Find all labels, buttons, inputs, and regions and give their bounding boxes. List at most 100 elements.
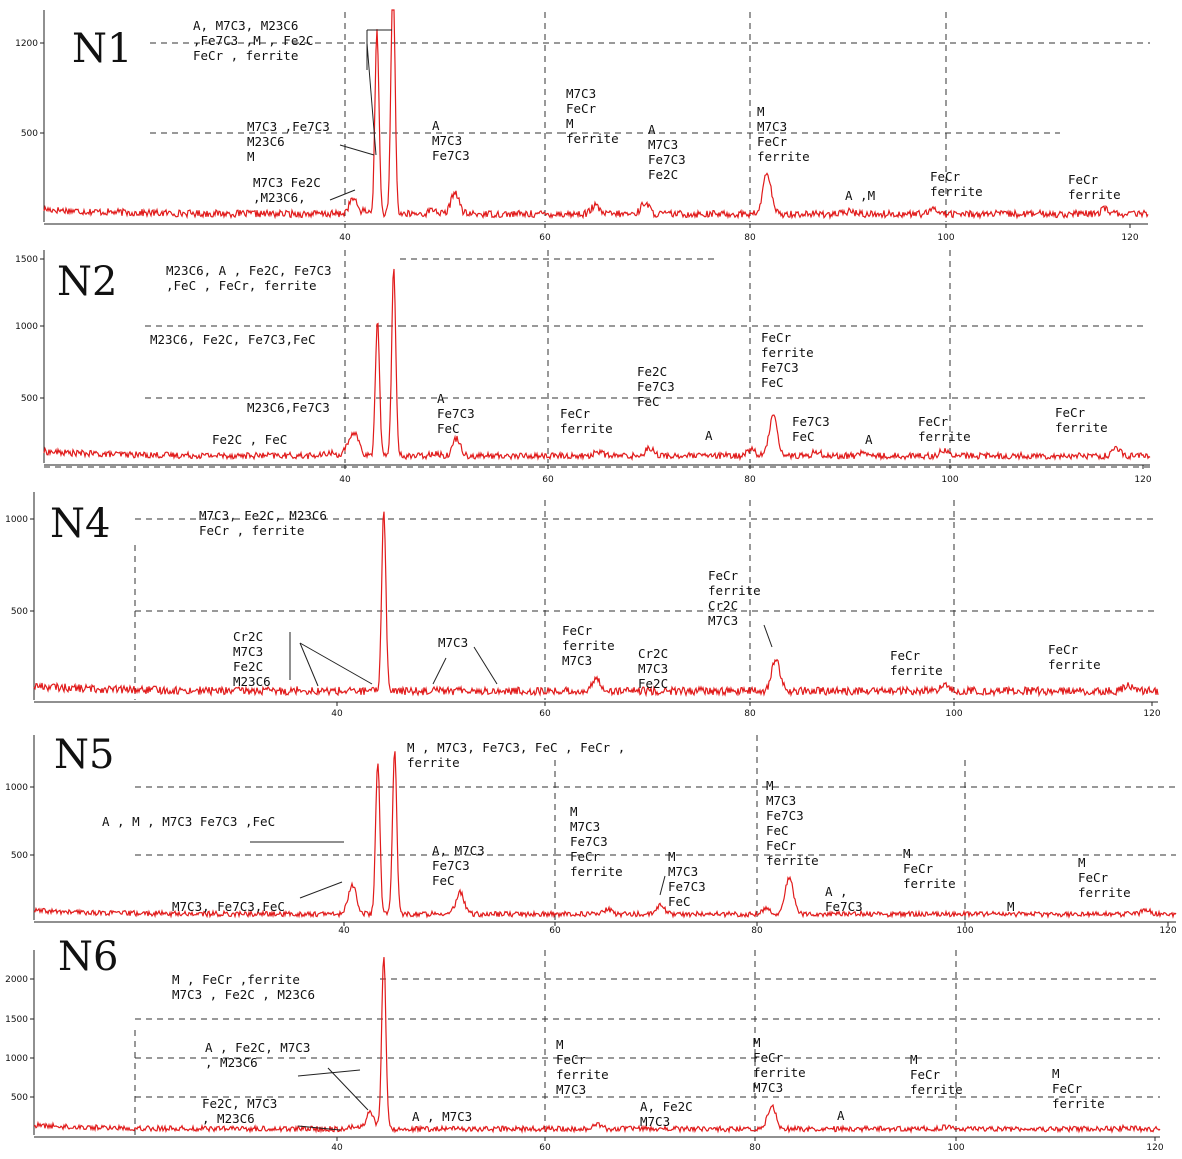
x-tick-label: 40 (339, 233, 351, 243)
sample-label: N1 (72, 26, 132, 72)
x-tick-label: 40 (339, 475, 351, 485)
phase-annotation: M7C3, Fe7C3,FeC (172, 899, 285, 914)
phase-annotation: A (865, 432, 873, 447)
phase-annotation: A , Fe7C3 (825, 884, 863, 914)
xrd-panel: 40 60 80 100 120 500 1200 N1 A, M7C3, M23C6 ,Fe7C… (15, 9, 1150, 243)
phase-annotation: Fe2C Fe7C3 FeC (637, 364, 675, 409)
phase-annotation: FeCr ferrite Cr2C M7C3 (708, 568, 761, 628)
x-tick-label: 100 (945, 709, 962, 719)
y-tick-label: 500 (11, 607, 28, 617)
x-tick-label: 40 (338, 926, 350, 936)
phase-annotation: M FeCr ferrite M7C3 (556, 1037, 609, 1097)
y-tick-label: 1500 (5, 1015, 28, 1025)
phase-annotation: M23C6, A , Fe2C, Fe7C3 ,FeC , FeCr, ferri… (166, 263, 332, 293)
phase-annotation: A , M , M7C3 Fe7C3 ,FeC (102, 814, 275, 829)
phase-annotation: M M7C3 Fe7C3 FeC (668, 849, 706, 909)
phase-annotation: FeCr ferrite (890, 648, 943, 678)
phase-annotation: Fe2C , FeC (212, 432, 287, 447)
x-tick-label: 120 (1143, 709, 1160, 719)
diffraction-trace (33, 957, 1161, 1134)
phase-annotation: M FeCr ferrite (1078, 855, 1131, 900)
y-tick-label: 1000 (5, 1054, 28, 1064)
xrd-panel: 40 60 80 100 120 500 1000 1500 2000 N6 M , FeCr ,f… (5, 934, 1164, 1153)
y-tick-label: 1500 (15, 255, 38, 265)
phase-annotation: M7C3, Fe2C, M23C6 FeCr , ferrite (199, 508, 327, 538)
phase-annotation: FeCr ferrite M7C3 (562, 623, 615, 668)
phase-annotation: FeCr ferrite (930, 169, 983, 199)
y-tick-label: 500 (11, 1093, 28, 1103)
phase-annotation: M M7C3 Fe7C3 FeCr ferrite (570, 804, 623, 879)
annotation-leader (763, 624, 773, 648)
phase-annotation: Cr2C M7C3 Fe2C M23C6 (233, 629, 271, 689)
phase-annotation: Fe2C, M7C3, M23C6 (202, 1096, 277, 1126)
x-tick-label: 100 (947, 1143, 964, 1153)
phase-annotation: A, M7C3, M23C6 ,Fe7C3 ,M , Fe2C FeCr , fer… (193, 18, 313, 63)
annotation-leader (297, 1125, 341, 1131)
x-tick-label: 60 (539, 233, 551, 243)
annotation-leader (327, 1067, 369, 1111)
y-tick-label: 500 (11, 851, 28, 861)
x-tick-label: 40 (331, 709, 343, 719)
y-tick-label: 2000 (5, 975, 28, 985)
phase-annotation: FeCr ferrite (1068, 172, 1121, 202)
phase-annotation: M FeCr ferrite (1052, 1066, 1105, 1111)
x-tick-label: 120 (1121, 233, 1138, 243)
x-tick-label: 100 (941, 475, 958, 485)
phase-annotation: M , M7C3, Fe7C3, FeC , FeCr , ferrite (407, 740, 625, 770)
y-tick-label: 1000 (15, 322, 38, 332)
sample-label: N4 (50, 501, 110, 547)
phase-annotation: M7C3 ,Fe7C3 M23C6 M (247, 119, 330, 164)
phase-annotation: A M7C3 Fe7C3 (432, 118, 470, 163)
phase-annotation: FeCr ferrite Fe7C3 FeC (761, 330, 814, 390)
phase-annotation: Cr2C M7C3 Fe2C (638, 646, 668, 691)
phase-annotation: FeCr ferrite (1055, 405, 1108, 435)
phase-annotation: A (705, 428, 713, 443)
annotation-leader (329, 189, 356, 201)
phase-annotation: A , Fe2C, M7C3, M23C6 (205, 1040, 310, 1070)
annotation-leader (297, 1069, 361, 1077)
x-tick-label: 80 (751, 926, 763, 936)
x-tick-label: 120 (1159, 926, 1176, 936)
phase-annotation: M , FeCr ,ferrite M7C3 , Fe2C , M23C6 (172, 972, 315, 1002)
x-tick-label: 40 (331, 1143, 343, 1153)
x-tick-label: 100 (956, 926, 973, 936)
phase-annotation: A ,M (845, 188, 875, 203)
annotation-leader (432, 657, 447, 685)
diffraction-trace (33, 511, 1159, 698)
x-tick-label: 60 (549, 926, 561, 936)
phase-annotation: A, Fe2C M7C3 (640, 1099, 693, 1129)
y-tick-label: 1000 (5, 515, 28, 525)
phase-annotation: A (837, 1108, 845, 1123)
x-tick-label: 60 (539, 1143, 551, 1153)
phase-annotation: M FeCr ferrite (903, 846, 956, 891)
xrd-panel: 40 60 80 100 120 500 1000 1500 N2 M23C6, A , Fe2C… (15, 250, 1152, 485)
phase-annotation: M23C6, Fe2C, Fe7C3,FeC (150, 332, 316, 347)
phase-annotation: M M7C3 Fe7C3 FeC FeCr ferrite (766, 778, 819, 868)
phase-annotation: M FeCr ferrite M7C3 (753, 1035, 806, 1095)
x-tick-label: 80 (744, 709, 756, 719)
phase-annotation: A Fe7C3 FeC (437, 391, 475, 436)
annotation-leader (366, 42, 377, 156)
y-tick-label: 500 (21, 129, 38, 139)
x-tick-label: 80 (744, 233, 756, 243)
phase-annotation: Fe7C3 FeC (792, 414, 830, 444)
diffraction-trace (33, 751, 1177, 919)
annotation-leader (299, 642, 373, 685)
annotation-leader (473, 646, 498, 685)
annotation-leader (339, 144, 375, 156)
x-tick-label: 80 (744, 475, 756, 485)
diffraction-trace (43, 268, 1151, 462)
phase-annotation: M (1007, 899, 1015, 914)
phase-annotation: M7C3 (438, 635, 468, 650)
annotation-leader (659, 875, 666, 896)
y-tick-label: 1200 (15, 39, 38, 49)
y-tick-label: 500 (21, 394, 38, 404)
x-tick-label: 100 (937, 233, 954, 243)
sample-label: N5 (54, 732, 114, 778)
phase-annotation: M23C6,Fe7C3 (247, 400, 330, 415)
x-tick-label: 80 (749, 1143, 761, 1153)
y-tick-label: 1000 (5, 783, 28, 793)
xrd-panel: 40 60 80 100 120 500 1000 N5 M , M7C3, Fe7C3, Fe… (5, 732, 1177, 936)
phase-annotation: A, M7C3 Fe7C3 FeC (432, 843, 485, 888)
